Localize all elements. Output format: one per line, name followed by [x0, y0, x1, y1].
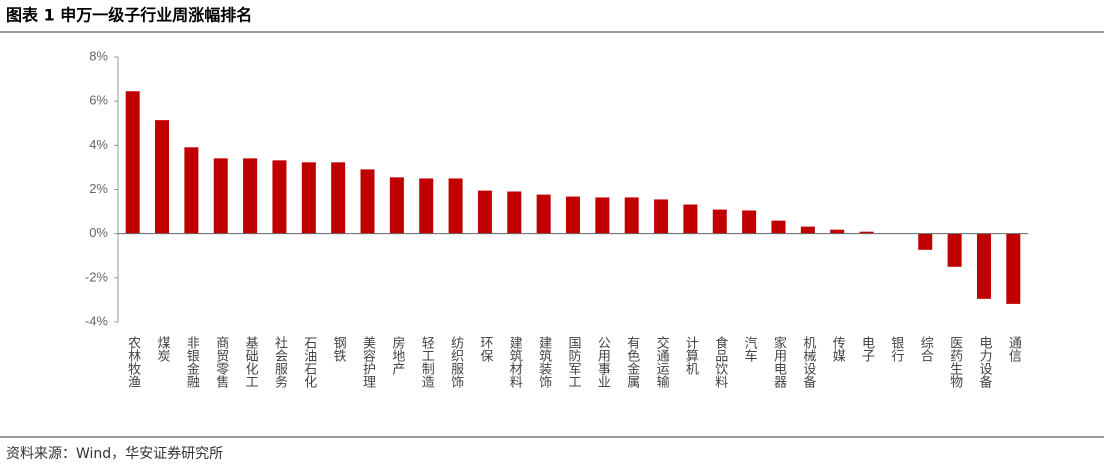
x-tick-label: 传媒: [830, 336, 846, 362]
x-tick-label: 纺织服饰: [448, 336, 464, 388]
x-tick-label: 煤炭: [155, 336, 171, 363]
x-tick-label: 美容护理: [360, 336, 376, 388]
bar: [1006, 233, 1021, 304]
bar: [213, 158, 228, 234]
bar: [800, 226, 815, 234]
bar: [301, 162, 316, 234]
bar: [976, 233, 991, 299]
x-tick-label: 医药生物: [947, 336, 963, 389]
x-tick-label: 环保: [477, 336, 493, 362]
bar: [595, 197, 610, 234]
y-tick-label: 4%: [89, 137, 108, 152]
x-tick-label: 公用事业: [595, 336, 611, 388]
bar: [712, 209, 727, 234]
bar: [389, 177, 404, 234]
bar: [419, 178, 434, 234]
bar: [243, 158, 258, 234]
bar: [155, 120, 170, 234]
bar: [566, 196, 580, 234]
y-tick-label: -2%: [85, 269, 109, 284]
x-tick-label: 非银金融: [184, 336, 200, 388]
x-tick-label: 商贸零售: [213, 336, 229, 388]
y-tick-label: 6%: [89, 93, 108, 108]
bar: [536, 194, 551, 234]
bar: [272, 160, 287, 234]
bar: [830, 229, 845, 234]
x-tick-label: 综合: [918, 336, 934, 362]
x-tick-label: 计算机: [683, 336, 699, 376]
y-tick-label: 8%: [89, 48, 108, 63]
bar: [125, 91, 140, 234]
bar: [683, 204, 698, 234]
x-tick-label: 银行: [888, 336, 904, 363]
x-tick-label: 基础化工: [243, 336, 259, 388]
x-tick-label: 家用电器: [771, 335, 787, 389]
bar: [624, 197, 639, 234]
bar: [507, 191, 522, 234]
x-tick-label: 交通运输: [654, 335, 670, 388]
x-tick-label: 石油石化: [301, 336, 317, 389]
x-tick-label: 通信: [1006, 336, 1022, 362]
x-tick-label: 钢铁: [331, 336, 347, 362]
x-tick-label: 食品饮料: [712, 335, 728, 388]
bar: [947, 233, 962, 267]
x-tick-label: 农林牧渔: [125, 336, 141, 388]
x-tick-label: 电力设备: [976, 336, 992, 389]
x-tick-label: 建筑材料: [507, 336, 523, 388]
bar: [477, 190, 492, 234]
bar: [918, 233, 933, 250]
y-tick-label: -4%: [85, 313, 109, 328]
chart-title: 图表 1 申万一级子行业周涨幅排名: [6, 6, 252, 25]
source-note: 资料来源：Wind，华安证券研究所: [6, 446, 223, 462]
x-tick-label: 机械设备: [800, 336, 816, 389]
y-tick-label: 2%: [89, 181, 108, 196]
bar: [654, 199, 669, 234]
bar: [742, 210, 757, 234]
x-tick-label: 轻工制造: [419, 336, 435, 389]
bar: [360, 169, 375, 234]
bar: [859, 231, 874, 234]
y-tick-label: 0%: [89, 225, 108, 240]
x-tick-label: 国防军工: [566, 336, 582, 388]
x-tick-label: 汽车: [742, 336, 758, 362]
bar: [771, 220, 786, 234]
x-tick-label: 社会服务: [272, 335, 288, 388]
bar: [184, 147, 199, 234]
bar: [331, 162, 346, 234]
x-tick-label: 建筑装饰: [536, 336, 552, 388]
x-tick-label: 电子: [859, 336, 875, 362]
x-tick-label: 房地产: [389, 335, 405, 376]
x-tick-label: 有色金属: [624, 336, 640, 389]
bar: [448, 178, 463, 234]
